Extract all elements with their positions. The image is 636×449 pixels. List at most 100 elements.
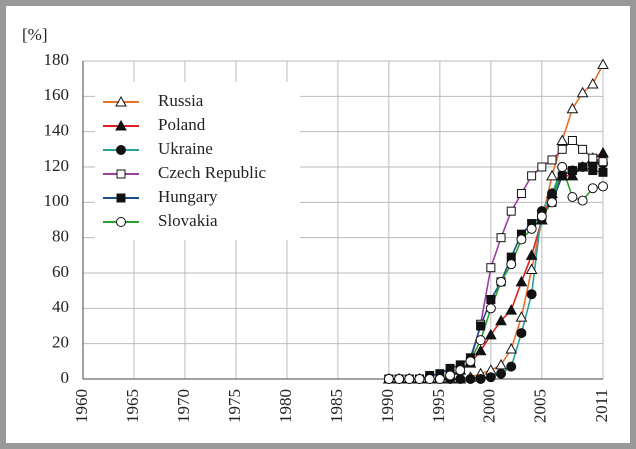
- point: [394, 374, 405, 384]
- point: [496, 368, 507, 379]
- point: [495, 314, 507, 326]
- point: [557, 162, 568, 172]
- point: [597, 146, 609, 158]
- point: [598, 181, 608, 192]
- point: [434, 374, 445, 384]
- point: [547, 155, 557, 165]
- point: [414, 374, 425, 384]
- point: [485, 372, 496, 383]
- point: [588, 153, 598, 163]
- point: [547, 188, 558, 199]
- series-line: [388, 164, 604, 380]
- point: [588, 166, 598, 176]
- y-tick-label: 100: [44, 191, 70, 210]
- x-tick-label: 1975: [225, 389, 244, 423]
- point: [546, 169, 558, 181]
- y-tick-label: 160: [44, 85, 70, 104]
- point: [383, 374, 394, 384]
- point: [496, 276, 507, 287]
- y-tick-label: 0: [61, 368, 70, 387]
- point: [597, 58, 609, 70]
- legend-marker: [115, 95, 127, 107]
- point: [476, 321, 486, 331]
- point: [598, 167, 608, 177]
- point: [587, 183, 598, 194]
- legend-marker: [116, 217, 126, 227]
- point: [424, 374, 435, 384]
- point: [465, 356, 476, 367]
- x-tick-label: 1970: [174, 389, 193, 423]
- point: [485, 303, 496, 314]
- point: [556, 134, 569, 145]
- legend-box: [95, 82, 300, 240]
- legend-label: Poland: [158, 115, 206, 134]
- point: [566, 102, 579, 114]
- point: [475, 374, 486, 384]
- point: [506, 259, 517, 270]
- point: [557, 171, 567, 181]
- point: [516, 328, 527, 339]
- point: [445, 370, 456, 381]
- x-tick-label: 2000: [480, 389, 499, 423]
- legend-label: Slovakia: [158, 211, 218, 230]
- point: [455, 374, 466, 384]
- x-tick-label: 1965: [123, 389, 142, 423]
- legend-marker: [115, 119, 127, 131]
- point: [505, 304, 518, 315]
- point: [577, 195, 588, 206]
- point: [557, 144, 567, 154]
- point: [567, 192, 578, 203]
- y-tick-label: 80: [52, 227, 69, 246]
- point: [516, 234, 527, 245]
- point: [516, 189, 526, 198]
- point: [486, 263, 496, 273]
- point: [506, 361, 517, 372]
- point: [598, 157, 608, 167]
- point: [526, 289, 537, 300]
- point: [505, 342, 518, 354]
- point: [465, 374, 476, 384]
- y-tick-label: 120: [44, 156, 70, 175]
- series-line: [388, 166, 604, 380]
- y-tick-label: 40: [52, 297, 69, 316]
- legend-label: Ukraine: [158, 139, 213, 158]
- point: [527, 171, 537, 181]
- legend-marker: [116, 193, 126, 203]
- point: [537, 162, 547, 172]
- point: [484, 328, 497, 340]
- point: [547, 197, 558, 208]
- x-tick-label: 1990: [378, 389, 397, 423]
- x-tick-label: 1995: [429, 389, 448, 423]
- y-tick-label: 140: [44, 121, 70, 140]
- x-tick-label: 1960: [72, 389, 91, 423]
- x-tick-label: 2011: [592, 389, 611, 422]
- point: [576, 86, 589, 98]
- point: [486, 295, 496, 304]
- point: [578, 144, 588, 154]
- point: [567, 166, 577, 176]
- point: [578, 162, 588, 172]
- y-tick-label: 20: [52, 333, 69, 352]
- point: [496, 233, 506, 243]
- legend-marker: [116, 169, 126, 179]
- legend-marker: [116, 145, 126, 155]
- point: [474, 344, 487, 356]
- point: [404, 374, 415, 384]
- point: [506, 206, 516, 216]
- legend-label: Russia: [158, 91, 204, 110]
- point: [515, 311, 528, 322]
- point: [586, 77, 599, 89]
- point: [536, 211, 547, 222]
- point: [525, 263, 538, 274]
- point: [567, 136, 577, 145]
- x-tick-label: 2005: [531, 389, 550, 423]
- y-tick-label: 180: [44, 50, 70, 69]
- y-tick-label: 60: [52, 262, 69, 281]
- legend-label: Czech Republic: [158, 163, 267, 182]
- point: [475, 335, 486, 346]
- point: [525, 249, 538, 260]
- x-tick-label: 1980: [276, 389, 295, 423]
- point: [526, 223, 537, 234]
- y-axis-label: [%]: [22, 25, 47, 44]
